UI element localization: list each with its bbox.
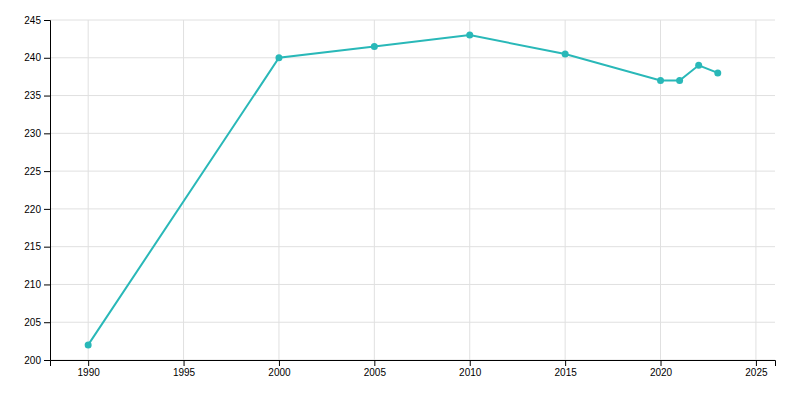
x-tick-mark (279, 360, 280, 366)
x-tick-mark (88, 360, 89, 366)
point (695, 62, 702, 69)
grid-line-x (660, 20, 661, 360)
grid-line-x (755, 20, 756, 360)
x-tick-label: 2000 (268, 367, 291, 378)
grid-line-x (374, 20, 375, 360)
y-tick-mark (44, 247, 50, 248)
grid-line-y (50, 246, 775, 247)
x-tick-mark (470, 360, 471, 366)
y-tick-label: 205 (24, 317, 41, 328)
x-tick-mark (374, 360, 375, 366)
y-tick: 240 (24, 52, 50, 63)
y-tick-label: 240 (24, 52, 41, 63)
x-tick: 2015 (555, 360, 578, 378)
x-tick-mark (756, 360, 757, 366)
grid-line-y (50, 133, 775, 134)
x-tick: 1995 (173, 360, 196, 378)
grid-line-x (183, 20, 184, 360)
y-tick-mark (44, 360, 50, 361)
x-tick: 1990 (78, 360, 101, 378)
grid-line-y (50, 171, 775, 172)
y-tick-mark (44, 133, 50, 134)
y-tick: 230 (24, 128, 50, 139)
x-tick: 2020 (650, 360, 673, 378)
grid-line-y (50, 322, 775, 323)
y-tick-label: 245 (24, 15, 41, 26)
point (371, 43, 378, 50)
x-axis-line (51, 361, 776, 367)
grid-line-y (50, 57, 775, 58)
series (85, 32, 722, 349)
point (676, 77, 683, 84)
y-tick-label: 235 (24, 90, 41, 101)
point (85, 341, 92, 348)
x-tick-label: 2005 (364, 367, 387, 378)
x-tick: 2025 (745, 360, 768, 378)
grid (50, 20, 775, 360)
y-tick: 220 (24, 204, 50, 215)
grid-line-y (50, 284, 775, 285)
x-tick-label: 1995 (173, 367, 196, 378)
y-tick-label: 230 (24, 128, 41, 139)
y-tick-label: 200 (24, 355, 41, 366)
x-axis: 1990 1995 2000 2005 2010 2015 2020 2025 (51, 360, 776, 378)
plot-area: 1990 1995 2000 2005 2010 2015 2020 2025 200 205 21… (24, 15, 775, 378)
x-tick-label: 2015 (555, 367, 578, 378)
y-tick-mark (44, 58, 50, 59)
y-tick-mark (44, 284, 50, 285)
y-tick: 245 (24, 15, 50, 26)
x-tick: 2000 (268, 360, 291, 378)
y-tick-mark (44, 209, 50, 210)
x-tick: 2005 (364, 360, 387, 378)
grid-line-x (88, 20, 89, 360)
y-tick: 235 (24, 90, 50, 101)
point (657, 77, 664, 84)
y-tick-mark (44, 96, 50, 97)
y-tick: 215 (24, 241, 50, 252)
line (88, 35, 718, 345)
x-tick: 2010 (459, 360, 482, 378)
x-tick-label: 2010 (459, 367, 482, 378)
y-tick: 205 (24, 317, 50, 328)
y-tick: 200 (24, 355, 50, 366)
grid-line-x (565, 20, 566, 360)
y-tick-label: 215 (24, 241, 41, 252)
grid-line-x (278, 20, 279, 360)
grid-line-y (50, 95, 775, 96)
x-tick-mark (565, 360, 566, 366)
point (714, 69, 721, 76)
grid-line-x (469, 20, 470, 360)
x-tick-label: 2025 (745, 367, 768, 378)
chart: 1990 1995 2000 2005 2010 2015 2020 2025 200 205 21… (0, 0, 800, 400)
y-tick: 225 (24, 166, 50, 177)
grid-line-y (50, 20, 775, 21)
point (275, 54, 282, 61)
grid-line-y (50, 208, 775, 209)
y-tick: 210 (24, 279, 50, 290)
x-tick-label: 2020 (650, 367, 673, 378)
y-tick-label: 210 (24, 279, 41, 290)
y-tick-label: 220 (24, 204, 41, 215)
point (466, 32, 473, 39)
y-tick-mark (44, 322, 50, 323)
x-tick-label: 1990 (78, 367, 101, 378)
y-axis: 200 205 210 215 220 225 230 235 240 245 (24, 15, 50, 366)
y-tick-label: 225 (24, 166, 41, 177)
y-axis-line (44, 21, 51, 361)
x-tick-mark (661, 360, 662, 366)
point (562, 51, 569, 58)
y-tick-mark (44, 20, 50, 21)
x-tick-mark (184, 360, 185, 366)
y-tick-mark (44, 171, 50, 172)
